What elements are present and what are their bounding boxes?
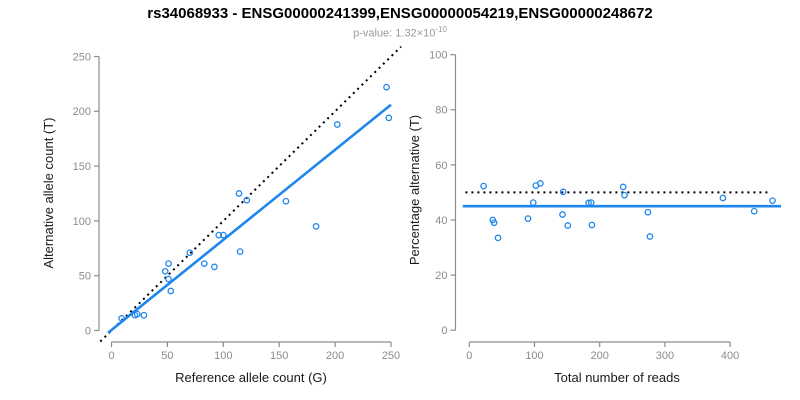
data-point xyxy=(621,191,628,199)
data-point xyxy=(529,199,537,206)
data-point xyxy=(524,215,532,222)
x-tick-label: 250 xyxy=(382,350,400,362)
data-point xyxy=(161,267,169,275)
identity-dotted-line xyxy=(99,45,402,343)
data-point xyxy=(165,275,172,283)
y-tick-label: 250 xyxy=(73,51,91,63)
data-point xyxy=(490,219,498,227)
x-tick-label: 150 xyxy=(270,350,288,362)
data-point xyxy=(383,83,390,91)
data-point xyxy=(118,315,125,322)
data-point xyxy=(644,208,652,216)
data-point xyxy=(165,260,172,267)
y-tick-label: 50 xyxy=(79,271,91,283)
data-point xyxy=(282,197,290,205)
data-point xyxy=(219,231,227,239)
data-point xyxy=(385,114,393,122)
y-tick-label: 20 xyxy=(435,270,447,282)
x-tick-label: 100 xyxy=(214,350,232,362)
data-point xyxy=(236,248,244,255)
data-point xyxy=(619,183,627,191)
y-tick-label: 200 xyxy=(73,106,91,118)
data-point xyxy=(588,221,596,229)
x-tick-label: 200 xyxy=(591,350,609,362)
data-point xyxy=(333,121,341,128)
data-point xyxy=(719,194,727,202)
data-point xyxy=(211,263,218,271)
y-tick-label: 60 xyxy=(435,160,447,172)
data-point xyxy=(585,199,592,207)
data-point xyxy=(235,190,243,197)
data-point xyxy=(186,249,194,257)
y-tick-label: 0 xyxy=(85,325,91,337)
data-point xyxy=(564,222,572,229)
y-tick-label: 0 xyxy=(441,325,447,337)
y-tick-label: 80 xyxy=(435,105,447,117)
data-point xyxy=(243,196,251,204)
data-point xyxy=(769,197,776,205)
x-tick-label: 0 xyxy=(466,350,472,362)
right-yaxis-title: Percentage alternative (T) xyxy=(407,115,422,265)
right-scatter-plot: Total number of reads Percentage alterna… xyxy=(407,50,781,385)
data-point xyxy=(133,310,141,318)
data-point xyxy=(559,211,566,218)
x-tick-label: 100 xyxy=(525,350,543,362)
y-tick-label: 150 xyxy=(73,161,91,173)
p-value-subtitle: p-value: 1.32×10-10 xyxy=(0,25,800,40)
x-tick-label: 200 xyxy=(326,350,344,362)
data-point xyxy=(200,260,208,267)
data-point xyxy=(750,207,758,215)
fit-line xyxy=(107,103,392,334)
y-tick-label: 100 xyxy=(73,216,91,228)
data-point xyxy=(140,311,148,319)
data-point xyxy=(559,188,567,196)
data-point xyxy=(537,180,544,187)
left-xaxis-title: Reference allele count (G) xyxy=(175,370,327,385)
data-point xyxy=(215,231,223,239)
p-value-text: p-value: 1.32×10 xyxy=(353,27,436,40)
data-point xyxy=(646,233,654,240)
left-yaxis-title: Alternative allele count (T) xyxy=(41,117,56,268)
x-tick-label: 50 xyxy=(161,350,173,362)
right-xaxis-title: Total number of reads xyxy=(554,370,680,385)
x-tick-label: 0 xyxy=(108,350,114,362)
data-point xyxy=(587,199,595,206)
data-point xyxy=(480,182,487,190)
p-value-exponent: -10 xyxy=(435,25,447,34)
data-point xyxy=(312,223,320,230)
data-point xyxy=(167,287,175,295)
x-tick-label: 300 xyxy=(656,350,674,362)
x-tick-label: 400 xyxy=(721,350,739,362)
y-tick-label: 40 xyxy=(435,215,447,227)
data-point xyxy=(494,234,502,242)
figure-title: rs34068933 - ENSG00000241399,ENSG0000005… xyxy=(147,5,653,22)
left-scatter-plot: Reference allele count (G) Alternative a… xyxy=(41,45,402,385)
y-tick-label: 100 xyxy=(429,50,447,62)
